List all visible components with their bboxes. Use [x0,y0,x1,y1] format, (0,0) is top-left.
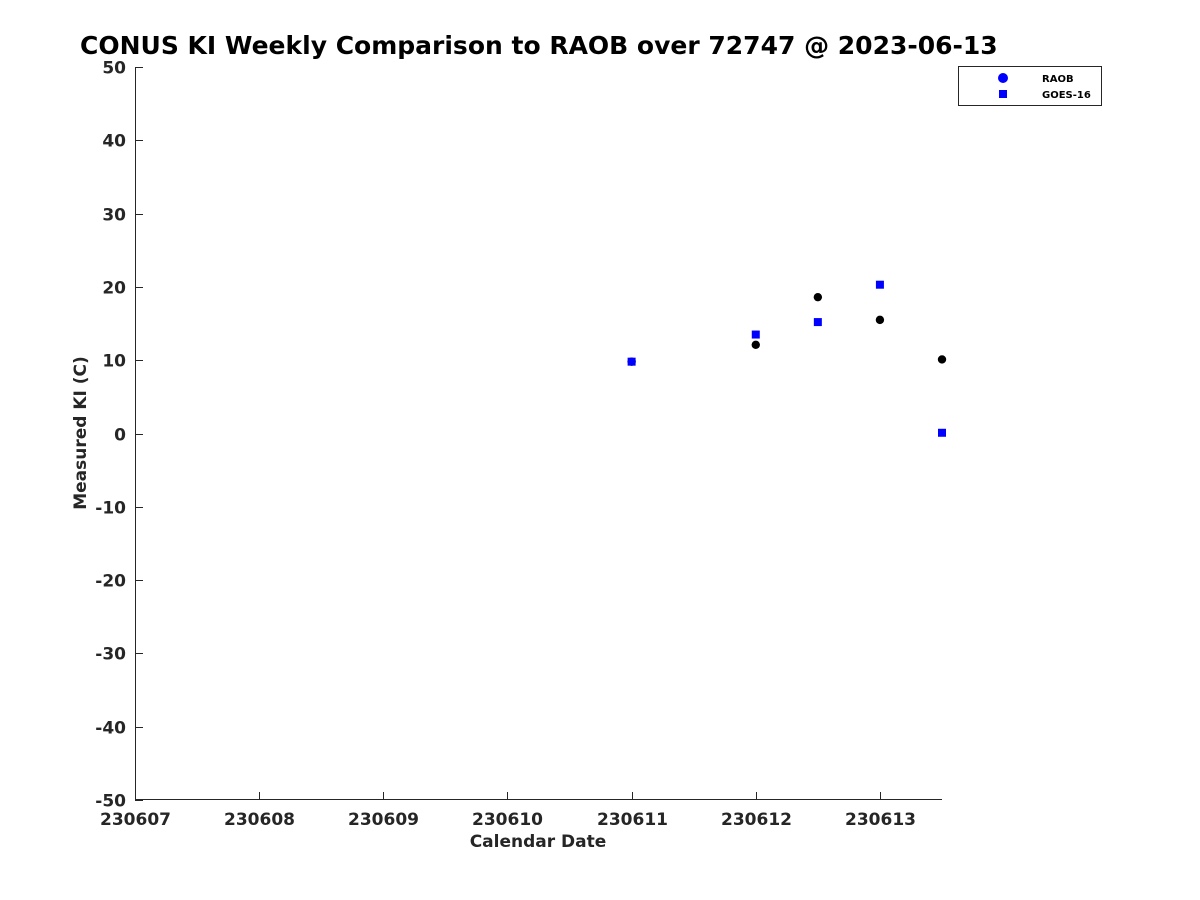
legend-entries: RAOB GOES-16 [998,73,1091,101]
x-tick-label: 230607 [100,810,171,830]
y-tick-label: -50 [95,792,126,812]
y-tick-label: -30 [95,645,126,665]
x-axis-label: Calendar Date [470,832,607,852]
y-tick-label: 20 [102,279,126,299]
goes-16-point [813,318,822,327]
goes-16-point [875,280,884,289]
y-tick-label: 0 [114,426,126,446]
goes-16-point [938,428,946,437]
legend-goes-16-marker [999,90,1007,98]
y-tick-label: -20 [95,572,126,592]
y-tick-label: -10 [95,499,126,519]
legend-box [958,66,1102,106]
y-axis-label: Measured KI (C) [71,356,91,510]
x-tick-label: 230613 [845,810,916,830]
legend: RAOB GOES-16 [958,66,1102,106]
goes-16-point [751,330,760,339]
x-ticks: 230607 230608 230609 230610 230611 230612 2306… [100,792,916,830]
data-points [627,280,947,437]
legend-goes-16-label: GOES-16 [1042,90,1091,101]
y-tick-label: 30 [102,206,126,226]
y-ticks: 50 40 30 20 10 0 -10 -20 -30 -40 -50 [95,59,143,812]
y-tick-label: 40 [102,132,126,152]
x-tick-label: 230608 [224,810,295,830]
chart-title: CONUS KI Weekly Comparison to RAOB over … [80,31,998,60]
raob-point [875,315,885,325]
y-tick-label: 50 [102,59,126,79]
x-tick-label: 230611 [597,810,668,830]
raob-point [937,355,947,364]
raob-point [751,340,760,350]
y-tick-label: -40 [95,719,126,739]
goes-16-point [627,357,636,366]
raob-point [813,292,823,302]
x-tick-label: 230609 [348,810,419,830]
x-tick-label: 230612 [721,810,792,830]
legend-raob-label: RAOB [1042,74,1074,85]
y-tick-label: 10 [102,352,126,372]
x-tick-label: 230610 [472,810,543,830]
legend-raob-marker [998,73,1008,83]
